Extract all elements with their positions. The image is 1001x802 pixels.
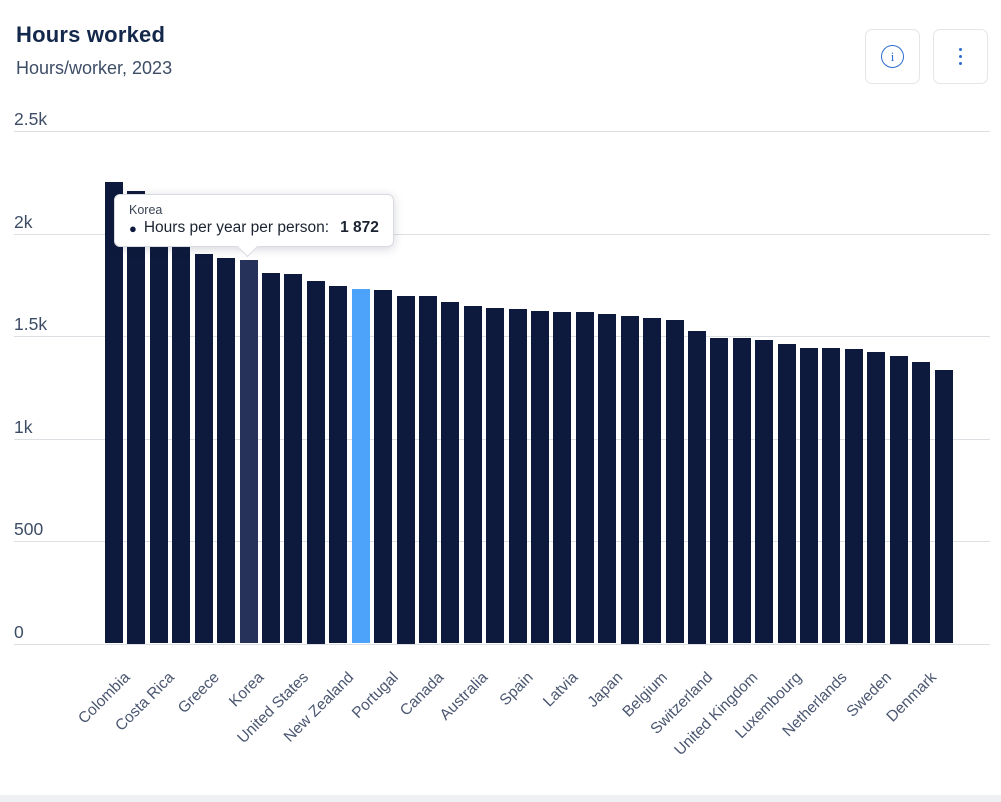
bar-unlabeled-22[interactable] <box>575 312 594 644</box>
x-axis-label-portugal: Portugal <box>349 669 403 722</box>
bar-luxembourg[interactable] <box>777 343 796 644</box>
bar-unlabeled-38[interactable] <box>934 370 953 644</box>
bar-spain[interactable] <box>508 309 527 644</box>
bottom-divider <box>0 795 1001 802</box>
bar-unlabeled-24[interactable] <box>620 316 639 644</box>
y-axis-tick-label: 500 <box>14 519 44 539</box>
bar-latvia[interactable] <box>553 311 572 644</box>
bar-unlabeled-2[interactable] <box>127 191 146 644</box>
menu-button[interactable] <box>933 29 988 84</box>
bar-canada[interactable] <box>418 296 437 644</box>
bar-japan[interactable] <box>598 314 617 644</box>
bar-switzerland[interactable] <box>687 331 706 644</box>
bar-united-kingdom[interactable] <box>732 338 751 644</box>
bar-korea[interactable] <box>239 259 258 644</box>
x-axis-label-japan: Japan <box>584 669 627 711</box>
bar-colombia[interactable] <box>105 181 123 644</box>
bar-denmark[interactable] <box>912 362 931 644</box>
y-axis-tick-label: 2k <box>14 211 33 232</box>
y-axis-tick-label: 1k <box>14 416 33 437</box>
bar-unlabeled-10[interactable] <box>306 281 325 644</box>
x-axis-label-korea: Korea <box>226 669 268 711</box>
bar-australia[interactable] <box>463 306 482 644</box>
tooltip-value: 1 872 <box>340 219 379 236</box>
header-actions: i <box>865 29 988 84</box>
bar-unlabeled-32[interactable] <box>800 347 818 644</box>
tooltip: Korea ● Hours per year per person: 1 872 <box>114 194 394 258</box>
gridline-0 <box>14 643 990 645</box>
bar-unlabeled-26[interactable] <box>665 320 684 644</box>
kebab-menu-icon <box>958 47 963 66</box>
tooltip-country: Korea <box>129 203 163 217</box>
bar-united-states[interactable] <box>284 273 303 644</box>
bar-netherlands[interactable] <box>822 348 841 644</box>
tooltip-caret <box>236 235 259 258</box>
info-button[interactable]: i <box>865 29 920 84</box>
bar-new-zealand[interactable] <box>329 286 348 644</box>
tooltip-metric-label: Hours per year per person: <box>143 219 330 236</box>
info-icon: i <box>881 45 904 68</box>
bar-unlabeled-20[interactable] <box>531 310 549 644</box>
bar-unlabeled-34[interactable] <box>844 348 863 644</box>
bar-unlabeled-28[interactable] <box>710 337 729 644</box>
bar-unlabeled-4[interactable] <box>172 243 191 644</box>
bar-sweden[interactable] <box>867 352 886 644</box>
bar-unlabeled-6[interactable] <box>217 258 236 644</box>
bar-unlabeled-30[interactable] <box>755 339 774 644</box>
bar-costa-rica[interactable] <box>149 198 168 644</box>
bar-unlabeled-16[interactable] <box>441 301 460 644</box>
gridline-2k <box>14 233 990 235</box>
chart-subtitle: Hours/worker, 2023 <box>16 58 173 78</box>
bar-belgium[interactable] <box>643 318 662 644</box>
y-axis-tick-label: 0 <box>14 621 24 642</box>
gridline-2.5k <box>14 131 990 133</box>
bar-portugal[interactable] <box>374 289 392 644</box>
x-axis-label-australia: Australia <box>437 669 492 724</box>
page-title: Hours worked <box>16 22 166 47</box>
x-axis-label-greece: Greece <box>174 669 223 717</box>
bar-greece[interactable] <box>194 253 213 644</box>
series-dot-icon: ● <box>129 220 137 236</box>
bar-unlabeled-18[interactable] <box>486 308 505 644</box>
tooltip-value-line: ● Hours per year per person: 1 872 <box>129 219 379 237</box>
y-axis-tick-label: 1.5k <box>14 314 48 335</box>
x-axis-label-latvia: Latvia <box>540 669 582 711</box>
x-axis-label-spain: Spain <box>496 669 537 710</box>
bar-unlabeled-36[interactable] <box>889 356 908 644</box>
y-axis-tick-label: 2.5k <box>14 109 48 130</box>
bar-unlabeled-14[interactable] <box>396 296 415 644</box>
bar-unlabeled-12[interactable] <box>351 288 370 644</box>
bar-unlabeled-8[interactable] <box>261 273 280 644</box>
